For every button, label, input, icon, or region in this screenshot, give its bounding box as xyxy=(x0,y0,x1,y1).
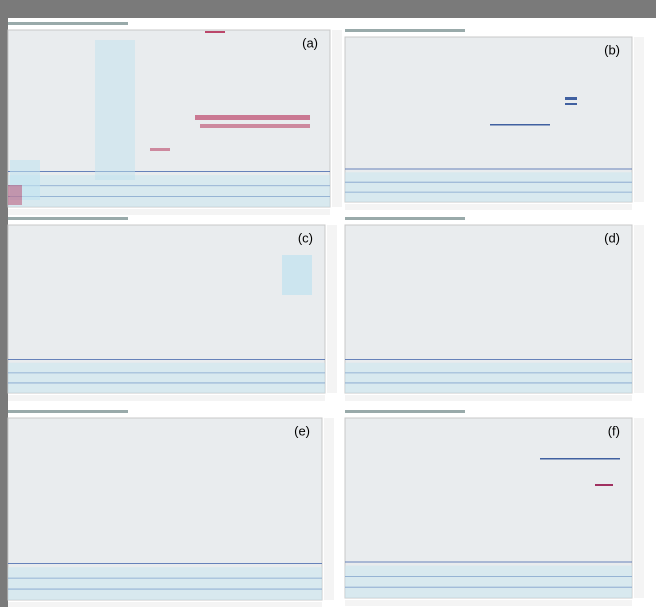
panel-label: (d) xyxy=(604,230,620,245)
x-axis xyxy=(8,602,322,607)
x-axis xyxy=(345,204,632,210)
baseline-band xyxy=(345,172,632,202)
baseline-band xyxy=(345,566,632,598)
panel-header xyxy=(8,22,128,25)
baseline-band xyxy=(8,363,325,393)
panel: (f) xyxy=(345,410,644,606)
panel-label: (c) xyxy=(298,230,313,245)
y-axis xyxy=(332,30,342,207)
baseline-band xyxy=(8,175,330,207)
left-border xyxy=(0,0,8,607)
panel-header xyxy=(8,410,128,413)
baseline-band xyxy=(8,567,322,600)
top-border xyxy=(0,0,656,18)
panel-label: (e) xyxy=(294,423,310,438)
panel-header xyxy=(345,410,465,413)
y-axis xyxy=(634,225,644,393)
panel: (e) xyxy=(8,410,334,607)
panel-header xyxy=(345,217,465,220)
y-axis xyxy=(324,418,334,600)
x-axis xyxy=(345,600,632,606)
x-axis xyxy=(8,209,330,215)
x-axis xyxy=(8,395,325,401)
panel-c-detail xyxy=(282,255,312,295)
panel: (d) xyxy=(345,217,644,401)
panel-header xyxy=(345,29,465,32)
panel: (b) xyxy=(345,29,644,210)
panel-header xyxy=(8,217,128,220)
baseline-band xyxy=(345,363,632,393)
panel: (c) xyxy=(8,217,337,401)
y-axis xyxy=(634,418,644,598)
panel-label: (f) xyxy=(608,423,620,438)
panel-label: (a) xyxy=(302,35,318,50)
y-axis xyxy=(634,37,644,202)
panel-label: (b) xyxy=(604,42,620,57)
x-axis xyxy=(345,395,632,401)
y-axis xyxy=(327,225,337,393)
figure: (a) (b) (c) (d) (e) (f) xyxy=(0,0,656,607)
